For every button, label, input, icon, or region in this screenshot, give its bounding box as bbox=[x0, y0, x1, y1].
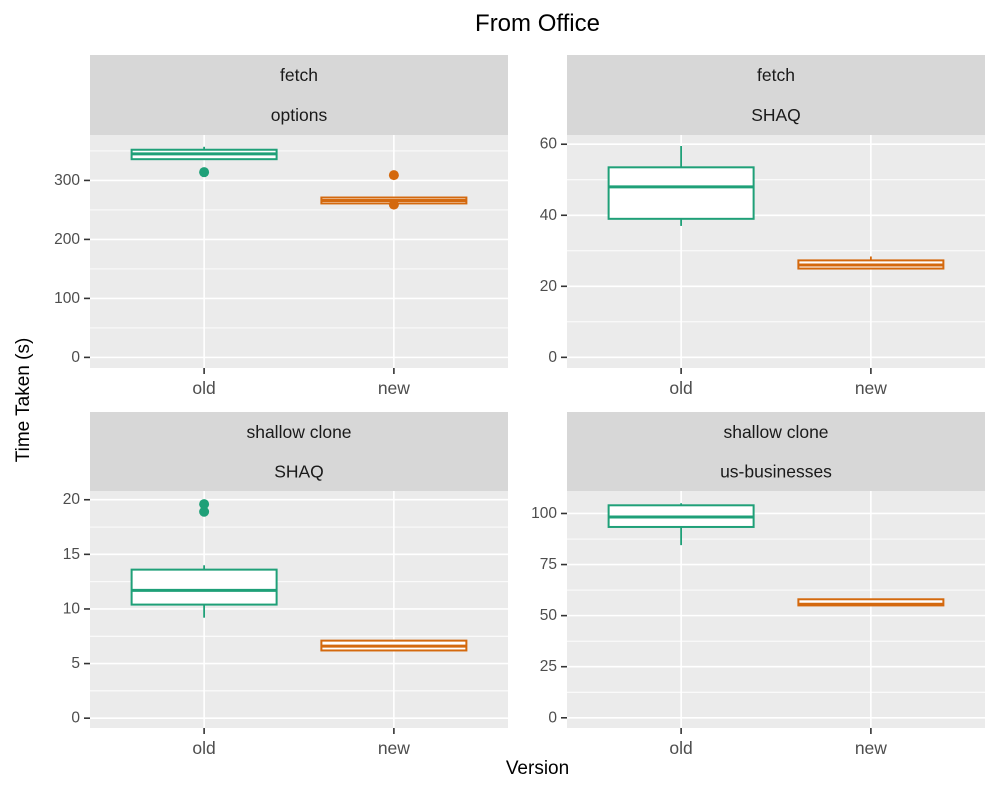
outlier-point bbox=[388, 199, 399, 210]
y-tick-label: 40 bbox=[540, 207, 558, 224]
y-tick-label: 5 bbox=[71, 655, 80, 672]
y-tick-label: 300 bbox=[54, 172, 80, 189]
x-axis-title: Version bbox=[505, 758, 570, 779]
y-tick-label: 25 bbox=[540, 658, 557, 675]
x-tick-label: new bbox=[855, 378, 887, 398]
y-tick-label: 200 bbox=[54, 231, 80, 248]
facet-strip-label-line2: SHAQ bbox=[751, 105, 801, 125]
y-tick-label: 0 bbox=[71, 349, 80, 366]
chart-title: From Office bbox=[475, 10, 600, 37]
facet-strip-label-line2: SHAQ bbox=[274, 461, 324, 481]
y-tick-label: 20 bbox=[540, 278, 558, 295]
facet-strip bbox=[567, 55, 985, 135]
x-tick-label: old bbox=[669, 738, 692, 758]
y-tick-label: 0 bbox=[71, 710, 80, 727]
facet-strip-label-line1: fetch bbox=[757, 65, 795, 85]
y-tick-label: 75 bbox=[540, 556, 557, 573]
outlier-point bbox=[199, 506, 210, 517]
x-tick-label: new bbox=[378, 738, 410, 758]
y-tick-label: 20 bbox=[63, 491, 81, 508]
panel-background bbox=[90, 135, 508, 368]
y-tick-label: 100 bbox=[531, 505, 557, 522]
facet-strip bbox=[90, 412, 508, 491]
outlier-point bbox=[199, 167, 210, 178]
outlier-point bbox=[388, 170, 399, 181]
panel-background bbox=[567, 491, 985, 728]
x-tick-label: new bbox=[378, 378, 410, 398]
box-old bbox=[130, 568, 278, 606]
box-old bbox=[607, 166, 755, 220]
y-tick-label: 0 bbox=[548, 709, 557, 726]
y-tick-label: 10 bbox=[63, 600, 81, 617]
facet-strip-label-line1: shallow clone bbox=[723, 422, 828, 442]
y-tick-label: 60 bbox=[540, 136, 558, 153]
y-tick-label: 15 bbox=[63, 546, 80, 563]
x-tick-label: old bbox=[669, 378, 692, 398]
y-tick-label: 50 bbox=[540, 607, 558, 624]
y-tick-label: 100 bbox=[54, 290, 80, 307]
facet-strip-label-line1: fetch bbox=[280, 65, 318, 85]
x-tick-label: new bbox=[855, 738, 887, 758]
facet-strip bbox=[90, 55, 508, 135]
facet-strip-label-line2: us-businesses bbox=[720, 461, 832, 481]
facet-strip-label-line2: options bbox=[271, 105, 328, 125]
facet-strip bbox=[567, 412, 985, 491]
facet-strip-label-line1: shallow clone bbox=[246, 422, 351, 442]
y-tick-label: 0 bbox=[548, 349, 557, 366]
x-tick-label: old bbox=[192, 738, 215, 758]
outlier-point bbox=[199, 499, 210, 510]
x-tick-label: old bbox=[192, 378, 215, 398]
